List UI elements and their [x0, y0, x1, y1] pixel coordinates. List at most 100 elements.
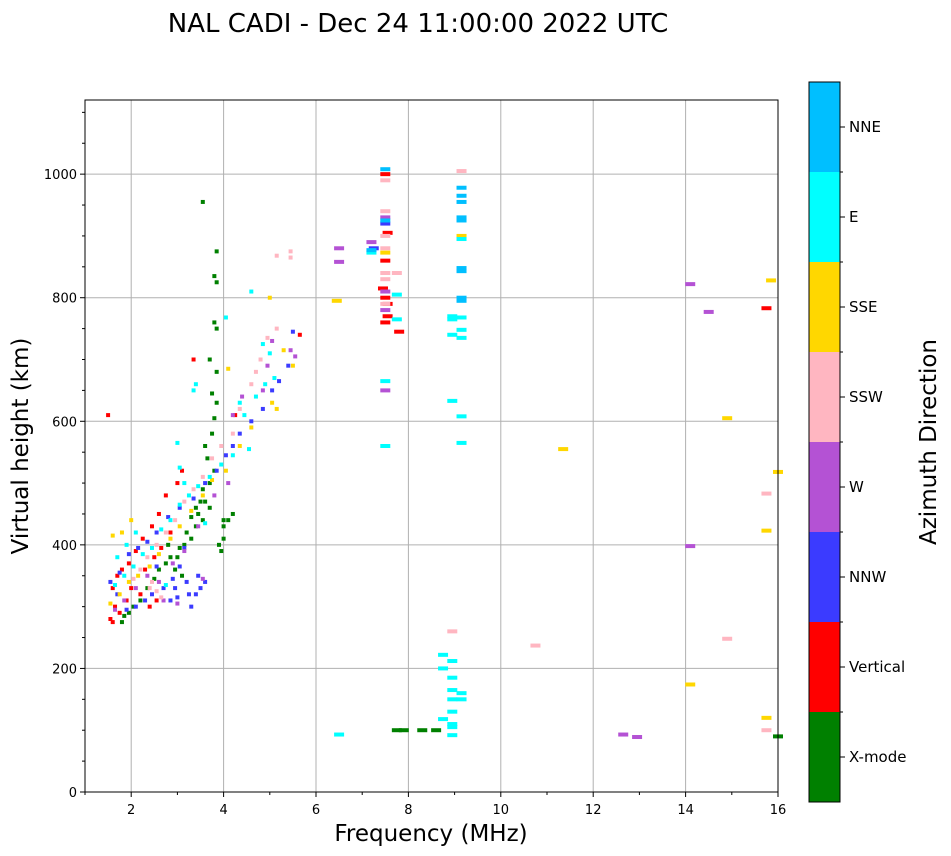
- data-point: [221, 536, 226, 541]
- colorbar-tick-label: NNE: [849, 118, 881, 136]
- data-point: [447, 733, 458, 738]
- data-point: [180, 573, 185, 578]
- data-point: [380, 388, 391, 393]
- colorbar-segment: [809, 712, 840, 802]
- data-point: [380, 444, 391, 448]
- data-point: [212, 274, 217, 279]
- data-point: [247, 447, 252, 452]
- data-point: [270, 400, 275, 405]
- data-point: [186, 592, 191, 597]
- data-point: [196, 573, 201, 578]
- data-point: [417, 728, 428, 733]
- series-vertical: [106, 172, 772, 625]
- data-point: [203, 579, 208, 584]
- series-e: [113, 237, 467, 738]
- data-point: [366, 248, 377, 253]
- data-point: [173, 518, 178, 523]
- data-point: [438, 717, 449, 722]
- data-point: [249, 289, 254, 294]
- data-point: [761, 306, 772, 311]
- y-axis-ticks: 0 200 400 600 800 1000: [44, 111, 85, 801]
- data-point: [138, 598, 143, 603]
- data-point: [154, 564, 159, 569]
- data-point: [380, 295, 391, 300]
- data-point: [722, 416, 733, 421]
- data-point: [447, 332, 458, 337]
- data-point: [156, 579, 161, 584]
- data-point: [166, 542, 171, 547]
- data-point: [380, 271, 391, 275]
- data-point: [447, 725, 458, 730]
- data-point: [391, 271, 402, 275]
- data-point: [210, 391, 215, 396]
- data-point: [159, 545, 164, 550]
- data-point: [129, 586, 134, 591]
- data-point: [205, 456, 210, 461]
- data-point: [456, 169, 467, 174]
- data-point: [334, 259, 345, 264]
- data-point: [223, 453, 228, 458]
- series-ssw: [131, 169, 772, 733]
- data-point: [274, 253, 279, 258]
- data-point: [274, 406, 279, 411]
- data-point: [191, 496, 196, 501]
- data-point: [173, 567, 178, 572]
- colorbar-segment: [809, 532, 840, 622]
- x-axis-label: Frequency (MHz): [334, 821, 527, 847]
- data-point: [163, 561, 168, 566]
- data-point: [193, 382, 198, 387]
- data-point: [380, 379, 391, 384]
- data-point: [226, 481, 231, 486]
- data-point: [233, 413, 238, 418]
- data-point: [380, 218, 391, 223]
- colorbar-tick-label: Vertical: [849, 658, 905, 676]
- data-point: [377, 286, 388, 291]
- data-point: [163, 493, 168, 498]
- x-tick-label: 12: [585, 803, 602, 818]
- data-point: [175, 595, 180, 600]
- series-w: [113, 215, 714, 740]
- data-point: [154, 598, 159, 603]
- data-point: [124, 542, 129, 547]
- data-point: [159, 595, 164, 600]
- data-point: [761, 491, 772, 496]
- data-point: [203, 499, 208, 504]
- data-point: [380, 246, 391, 251]
- grid-lines: [85, 100, 779, 793]
- data-point: [447, 398, 458, 403]
- data-point: [253, 394, 258, 399]
- data-point: [456, 185, 467, 190]
- data-point: [456, 440, 467, 445]
- data-point: [193, 524, 198, 529]
- data-point: [237, 400, 242, 405]
- data-point: [136, 573, 141, 578]
- data-point: [456, 414, 467, 419]
- colorbar-tick-label: NNW: [849, 568, 886, 586]
- data-point: [196, 511, 201, 516]
- data-point: [212, 416, 217, 421]
- data-point: [214, 326, 219, 331]
- colorbar-segment: [809, 622, 840, 712]
- colorbar-segment: [809, 262, 840, 352]
- data-point: [456, 269, 467, 274]
- data-point: [159, 527, 164, 532]
- data-point: [170, 576, 175, 581]
- data-point: [140, 536, 145, 541]
- data-point: [175, 601, 180, 606]
- data-point: [182, 481, 187, 486]
- data-point: [182, 499, 187, 504]
- data-point: [219, 549, 224, 554]
- data-point: [761, 528, 772, 533]
- data-point: [382, 230, 393, 235]
- data-point: [122, 598, 127, 603]
- data-point: [177, 524, 182, 529]
- data-point: [438, 666, 449, 671]
- data-point: [113, 604, 118, 609]
- data-point: [237, 431, 242, 436]
- data-point: [216, 542, 221, 547]
- data-point: [200, 576, 205, 581]
- data-point: [203, 521, 208, 526]
- data-point: [156, 567, 161, 572]
- data-point: [131, 576, 136, 581]
- data-point: [193, 592, 198, 597]
